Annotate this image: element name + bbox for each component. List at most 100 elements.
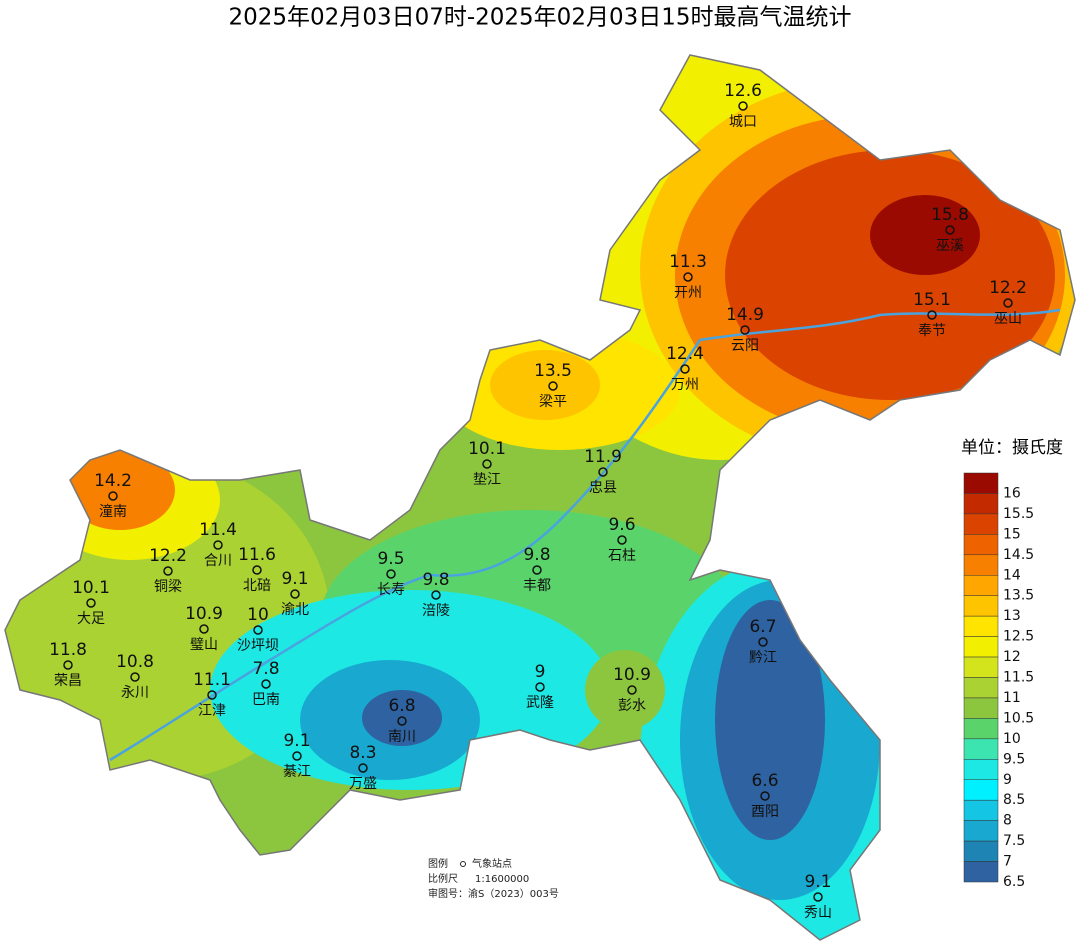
notes: 图例 气象站点 比例尺 1:1600000 审图号：渝S（2023）003号 [428,857,559,900]
legend-label: 15.5 [1003,506,1034,522]
legend-label: 14.5 [1003,547,1034,563]
station-value: 9.6 [608,515,635,535]
station-value: 11.6 [238,545,276,565]
legend-label: 7 [1003,854,1012,870]
station-dot [397,716,407,726]
station-name: 涪陵 [422,603,450,619]
station-dot [207,690,217,700]
station-dot [358,763,368,773]
station-name: 北碚 [243,578,271,594]
station-value: 10.9 [613,665,651,685]
station-dot [680,364,690,374]
station-name: 武隆 [526,695,554,711]
station-value: 10 [247,605,269,625]
station: 13.5 梁平 [534,361,572,410]
station-name: 丰都 [523,578,551,594]
station: 7.8 巴南 [252,659,280,708]
legend-swatch [963,861,999,883]
station-dot [431,590,441,600]
station-dot [532,565,542,575]
stations: 12.6 城口 15.8 巫溪 11.3 开州 12.2 巫山 15.1 奉节 14.9 云阳 12.4… [49,81,1027,921]
station-dot [130,672,140,682]
station: 9.1 綦江 [283,731,311,780]
legend-swatch [963,738,999,760]
station-name: 彭水 [618,698,646,714]
station-value: 11.1 [193,670,231,690]
station-dot [292,751,302,761]
station-name: 巫溪 [936,238,964,254]
legend-label: 11 [1003,690,1021,706]
station-name: 奉节 [918,323,946,339]
legend-swatch [963,513,999,535]
station-name: 荣昌 [54,673,82,689]
station-dot [535,682,545,692]
station-value: 8.3 [349,743,376,763]
legend-swatch [963,799,999,821]
station-dot [290,589,300,599]
station-name: 铜梁 [154,579,182,595]
station: 9.1 渝北 [281,569,309,618]
station-dot [213,540,223,550]
legend-swatch [963,595,999,617]
station: 10.9 彭水 [613,665,651,714]
station-name: 城口 [729,114,757,130]
legend-swatch [963,534,999,556]
legend-label: 10.5 [1003,710,1034,726]
station-name: 巴南 [252,692,280,708]
legend-label: 9.5 [1003,751,1025,767]
station-dot [199,624,209,634]
station: 11.9 忠县 [584,447,622,496]
legend-label: 13.5 [1003,588,1034,604]
station-value: 11.4 [199,520,237,540]
station: 15.8 巫溪 [931,205,969,254]
station: 9.5 长寿 [377,549,405,598]
station-name: 南川 [388,729,416,745]
station-dot [253,625,263,635]
station: 11.4 合川 [199,520,237,569]
station-dot [63,660,73,670]
legend-label: 13 [1003,608,1021,624]
station-dot [813,892,823,902]
legend-swatch [963,697,999,719]
station-name: 合川 [204,553,232,569]
legend-label: 14 [1003,567,1021,583]
scale-label: 比例尺 [428,872,458,885]
station-value: 12.2 [989,278,1027,298]
legend-swatch [963,493,999,515]
station-value: 14.2 [94,471,132,491]
station-name: 酉阳 [751,804,779,820]
station: 15.1 奉节 [913,290,951,339]
station-dot [617,535,627,545]
station-name: 沙坪坝 [237,638,279,654]
station-name: 万盛 [349,776,377,792]
legend-swatch [963,554,999,576]
station-dot [927,310,937,320]
station-dot [261,679,271,689]
station: 10.9 璧山 [185,604,223,653]
legend-label: 16 [1003,485,1021,501]
legend-swatch [963,575,999,596]
station: 11.3 开州 [669,252,707,301]
station-value: 9.1 [281,569,308,589]
station-value: 9.8 [422,570,449,590]
station: 14.2 潼南 [94,471,132,520]
station-symbol [460,861,466,867]
station-dot [758,637,768,647]
station-value: 15.1 [913,290,951,310]
station-value: 6.7 [749,617,776,637]
legend-label: 6.5 [1003,874,1025,890]
legend-label: 7.5 [1003,833,1025,849]
legend-swatch [963,779,999,801]
station-value: 11.9 [584,447,622,467]
station: 11.6 北碚 [238,545,276,594]
station: 6.7 黔江 [749,617,777,666]
legend-swatch [963,820,999,842]
map-title: 2025年02月03日07时-2025年02月03日15时最高气温统计 [229,5,852,31]
station-value: 10.9 [185,604,223,624]
station-dot [86,598,96,608]
station-dot [740,325,750,335]
station-value: 12.2 [149,546,187,566]
station-value: 9 [535,662,546,682]
station-name: 秀山 [804,905,832,921]
